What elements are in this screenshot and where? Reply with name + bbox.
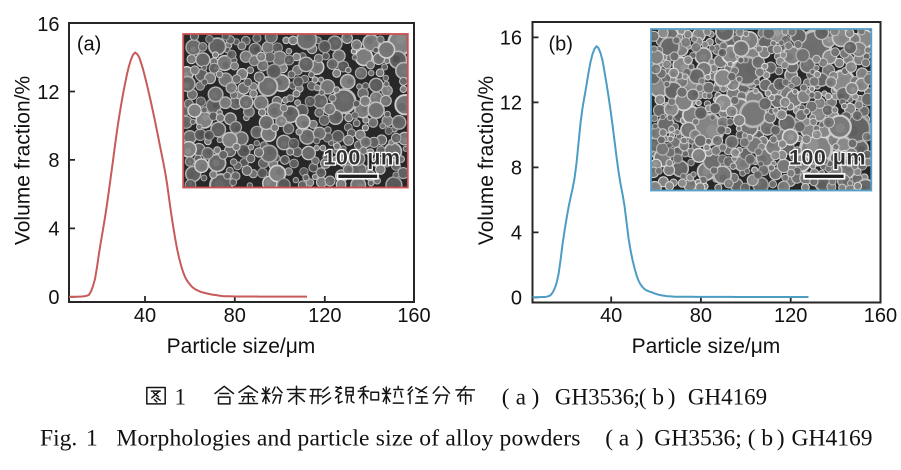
svg-text:): ) — [532, 385, 540, 410]
svg-text:0: 0 — [48, 287, 59, 309]
svg-text:16: 16 — [37, 14, 59, 36]
svg-text:(: ( — [605, 425, 613, 451]
svg-text:GH3536: GH3536 — [555, 385, 634, 410]
svg-text:(: ( — [639, 385, 647, 410]
svg-text:100 μm: 100 μm — [789, 145, 866, 169]
svg-text:12: 12 — [37, 82, 59, 104]
svg-text:Particle size/μm: Particle size/μm — [167, 335, 316, 358]
svg-text:(b): (b) — [549, 33, 573, 55]
svg-text:Volume fraction/%: Volume fraction/% — [12, 76, 35, 245]
svg-text:80: 80 — [224, 305, 246, 327]
svg-text:12: 12 — [500, 93, 522, 115]
svg-text:160: 160 — [397, 305, 430, 327]
svg-text:4: 4 — [48, 219, 59, 241]
svg-text:a: a — [516, 385, 526, 410]
svg-text:40: 40 — [134, 305, 156, 327]
svg-text:): ) — [636, 425, 644, 451]
svg-text:b: b — [761, 425, 773, 451]
svg-text:Fig.: Fig. — [40, 425, 77, 451]
svg-text:): ) — [668, 385, 676, 410]
svg-text:1: 1 — [86, 425, 98, 451]
svg-text:GH4169: GH4169 — [792, 425, 873, 451]
svg-text:(a): (a) — [77, 33, 101, 55]
svg-text:16: 16 — [500, 28, 522, 50]
svg-text:GH4169: GH4169 — [688, 385, 767, 410]
svg-text:8: 8 — [511, 158, 522, 180]
svg-text:GH3536;: GH3536; — [654, 425, 741, 451]
svg-text:120: 120 — [308, 305, 341, 327]
svg-text:0: 0 — [511, 288, 522, 310]
svg-text:(: ( — [748, 425, 756, 451]
svg-text:): ) — [777, 425, 785, 451]
svg-text:Morphologies and particle size: Morphologies and particle size of alloy … — [116, 425, 580, 451]
svg-text:(: ( — [502, 385, 510, 410]
svg-text:100 μm: 100 μm — [323, 145, 400, 169]
svg-text:120: 120 — [774, 305, 807, 327]
svg-text:1: 1 — [175, 385, 187, 410]
svg-text:160: 160 — [864, 305, 897, 327]
svg-text:8: 8 — [48, 150, 59, 172]
svg-text:80: 80 — [690, 305, 712, 327]
svg-text:Volume fraction/%: Volume fraction/% — [475, 76, 498, 245]
svg-text:b: b — [653, 385, 665, 410]
svg-text:Particle size/μm: Particle size/μm — [632, 335, 781, 358]
svg-text:a: a — [619, 425, 630, 451]
svg-text:40: 40 — [600, 305, 622, 327]
svg-text:4: 4 — [511, 223, 522, 245]
svg-text:;: ; — [634, 385, 640, 410]
